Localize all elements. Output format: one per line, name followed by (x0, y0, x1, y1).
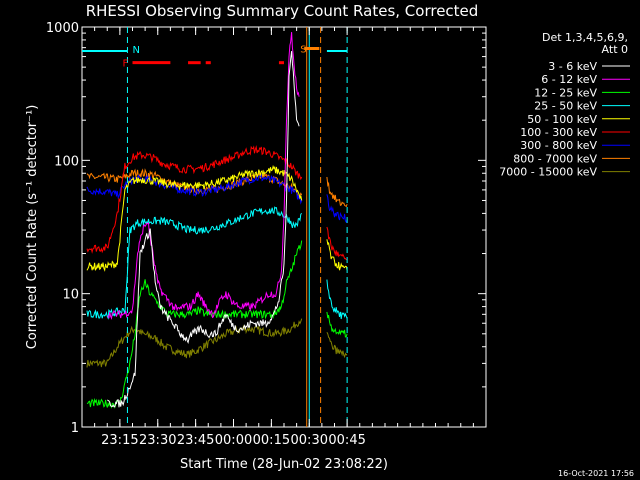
y-tick-label: 1000 (46, 21, 79, 36)
legend-header-line2: Att 0 (602, 43, 628, 56)
flare-flag-label: F (123, 59, 129, 70)
legend-label-25-50-kev: 25 - 50 keV (534, 100, 597, 113)
saa-flag-label: S (300, 44, 306, 55)
legend-label-800-7000-kev: 800 - 7000 keV (513, 152, 597, 165)
series-line-6-12-kev (107, 32, 300, 321)
legend-label-6-12-kev: 6 - 12 keV (541, 73, 597, 86)
series-line-post-gap (326, 226, 348, 261)
y-tick-label: 1 (71, 421, 79, 436)
annotation-layer: NF S (82, 27, 348, 427)
legend-label-100-300-kev: 100 - 300 keV (520, 126, 597, 139)
y-tick-label: 10 (62, 288, 79, 303)
legend-label-3-6-kev: 3 - 6 keV (548, 60, 597, 73)
x-tick-label: 23:30 (139, 433, 176, 448)
legend-label-300-800-kev: 300 - 800 keV (520, 139, 597, 152)
series-line-7000-15000-kev (86, 318, 303, 368)
series-line-800-7000-kev (86, 168, 303, 198)
x-tick-label: 00:30 (291, 433, 328, 448)
series-line-3-6-kev (106, 51, 300, 408)
series-line-12-25-kev (86, 240, 303, 409)
night-flag-label: N (132, 45, 139, 56)
legend-label-12-25-kev: 12 - 25 keV (534, 86, 597, 99)
legend-label-7000-15000-kev: 7000 - 15000 keV (499, 166, 597, 179)
axis-ticks: 23:15 23:30 23:45 00:00 00:15 00:30 00:45 1 10 10… (46, 21, 487, 448)
series-line-25-50-kev (86, 206, 303, 320)
x-tick-label: 00:00 (215, 433, 252, 448)
x-tick-label: 00:45 (328, 433, 365, 448)
x-tick-label: 23:45 (177, 433, 214, 448)
series-line-50-100-kev (86, 164, 303, 272)
x-tick-label: 23:15 (101, 433, 138, 448)
timestamp: 16-Oct-2021 17:56 (558, 469, 634, 478)
x-tick-label: 00:15 (253, 433, 290, 448)
legend-label-50-100-kev: 50 - 100 keV (527, 113, 597, 126)
series-line-300-800-kev (86, 173, 303, 205)
series-line-100-300-kev (86, 145, 303, 254)
series-line-post-gap (326, 279, 348, 320)
series-line-post-gap (326, 194, 348, 224)
plot-frame (81, 26, 487, 428)
chart-title: RHESSI Observing Summary Count Rates, Co… (86, 2, 479, 20)
x-axis-label: Start Time (28-Jun-02 23:08:22) (180, 457, 388, 472)
y-tick-label: 100 (54, 154, 79, 169)
series-layer (86, 32, 348, 409)
series-line-post-gap (326, 176, 348, 208)
legend-header-line1: Det 1,3,4,5,6,9, (542, 31, 628, 44)
series-line-post-gap (326, 332, 348, 359)
series-line-post-gap (326, 311, 348, 338)
y-axis-label: Corrected Count Rate (s⁻¹ detector⁻¹) (25, 105, 40, 350)
series-line-post-gap (326, 239, 348, 271)
